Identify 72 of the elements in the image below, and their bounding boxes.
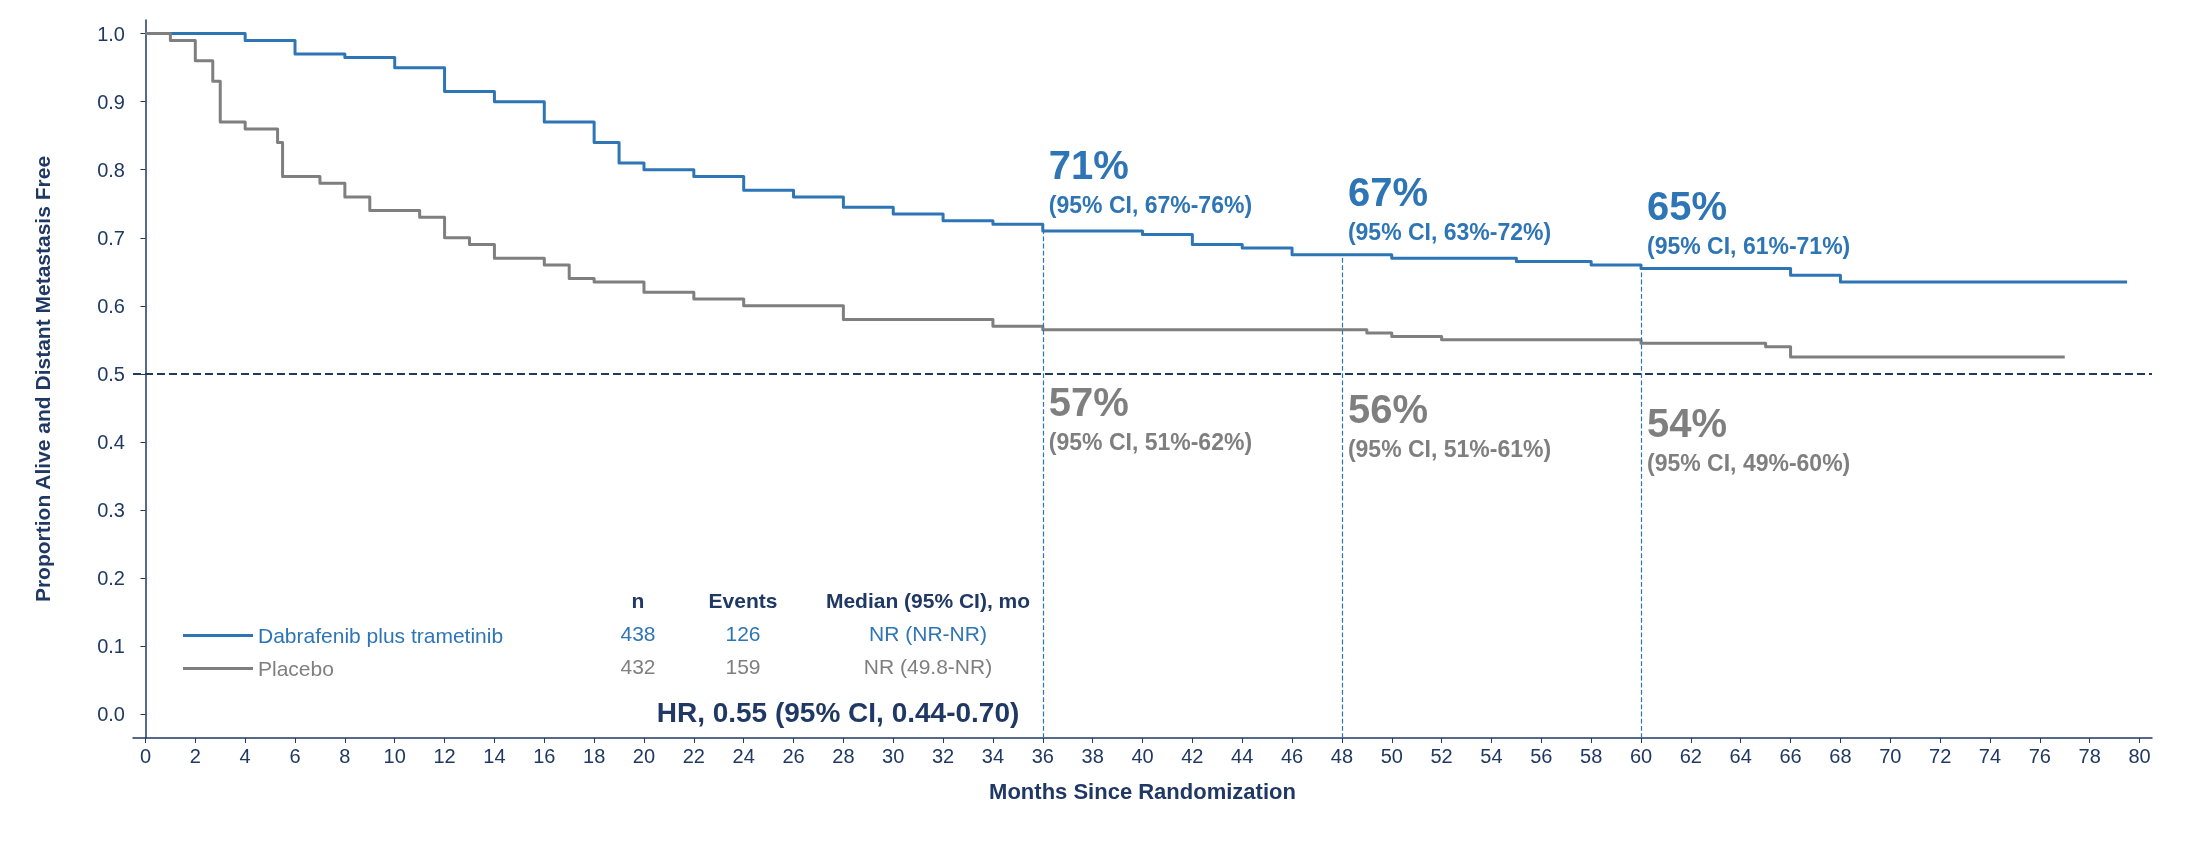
- annotation: 56% (95% CI, 51%-61%): [1347, 387, 1552, 463]
- x-tick-label: 22: [682, 745, 705, 767]
- x-tick-label: 34: [981, 745, 1005, 767]
- x-tick-label: 56: [1530, 745, 1553, 767]
- x-tick-label: 24: [732, 745, 755, 767]
- y-tick-label: 0.6: [97, 294, 125, 317]
- x-tick-label: 0: [139, 745, 152, 767]
- x-tick-label: 70: [1879, 745, 1902, 767]
- x-tick-label: 50: [1380, 745, 1403, 767]
- x-tick-label: 62: [1679, 745, 1702, 767]
- annotation: 126: [725, 622, 761, 645]
- x-tick-label: 4: [239, 745, 251, 767]
- x-tick-label: 60: [1629, 745, 1653, 767]
- x-tick-label: 20: [632, 745, 656, 767]
- annotation: n: [631, 589, 645, 612]
- annotation: 54% (95% CI, 49%-60%): [1647, 400, 1851, 476]
- x-tick-label: 76: [2028, 745, 2051, 767]
- x-tick-label: 16: [533, 745, 556, 767]
- annotation: HR, 0.55 (95% CI, 0.44-0.70): [656, 696, 1020, 728]
- x-tick-label: 26: [782, 745, 805, 767]
- x-tick-label: 18: [583, 745, 606, 767]
- annotation: 57% (95% CI, 51%-62%): [1048, 380, 1253, 456]
- x-tick-label: 44: [1231, 745, 1254, 767]
- annotation: 159: [725, 655, 761, 678]
- y-tick-label: 0.5: [97, 362, 125, 385]
- x-tick-label: 52: [1430, 745, 1453, 767]
- x-tick-label: 80: [2128, 745, 2151, 767]
- legend-label: Placebo: [258, 657, 334, 680]
- annotation: Median (95% CI), mo: [825, 589, 1031, 612]
- x-tick-label: 12: [433, 745, 456, 767]
- x-tick-label: 38: [1081, 745, 1104, 767]
- annotation: NR (NR-NR): [869, 622, 987, 645]
- annotation: 71% (95% CI, 67%-76%): [1048, 142, 1253, 218]
- x-tick-label: 28: [832, 745, 855, 767]
- x-tick-label: 54: [1480, 745, 1503, 767]
- y-tick-label: 0.8: [97, 158, 125, 181]
- y-tick-label: 1.0: [97, 22, 125, 45]
- x-tick-label: 6: [289, 745, 301, 767]
- x-tick-label: 48: [1330, 745, 1354, 767]
- annotation: NR (49.8-NR): [863, 655, 993, 678]
- x-tick-label: 32: [931, 745, 955, 767]
- y-tick-label: 0.1: [97, 635, 125, 658]
- x-tick-label: 42: [1181, 745, 1204, 767]
- x-tick-label: 78: [2078, 745, 2101, 767]
- x-tick-label: 40: [1131, 745, 1154, 767]
- y-tick-label: 0.7: [97, 226, 125, 249]
- x-tick-label: 68: [1829, 745, 1852, 767]
- annotation: 67% (95% CI, 63%-72%): [1347, 170, 1552, 246]
- x-tick-label: 58: [1580, 745, 1603, 767]
- x-tick-label: 66: [1779, 745, 1802, 767]
- x-tick-label: 64: [1729, 745, 1752, 767]
- annotation: Events: [708, 589, 778, 612]
- x-tick-label: 14: [483, 745, 506, 767]
- y-tick-label: 0.9: [97, 90, 125, 113]
- y-tick-label: 0.2: [97, 567, 125, 590]
- y-tick-label: 0.4: [97, 430, 125, 453]
- annotation: 65% (95% CI, 61%-71%): [1647, 183, 1851, 259]
- x-tick-label: 10: [383, 745, 406, 767]
- x-tick-label: 2: [189, 745, 201, 767]
- y-tick-label: 0.3: [97, 499, 125, 522]
- y-tick-label: 0.0: [97, 703, 125, 726]
- x-tick-label: 36: [1031, 745, 1054, 767]
- y-axis-title: Proportion Alive and Distant Metastasis Free: [31, 155, 54, 603]
- x-tick-label: 46: [1280, 745, 1304, 767]
- x-tick-label: 72: [1929, 745, 1952, 767]
- x-tick-label: 74: [1978, 745, 2002, 767]
- annotation: 438: [620, 622, 656, 645]
- x-tick-label: 8: [339, 745, 351, 767]
- annotation: 432: [620, 655, 656, 678]
- x-tick-label: 30: [882, 745, 905, 767]
- legend-label: Dabrafenib plus trametinib: [258, 624, 504, 647]
- x-axis-title: Months Since Randomization: [989, 778, 1296, 804]
